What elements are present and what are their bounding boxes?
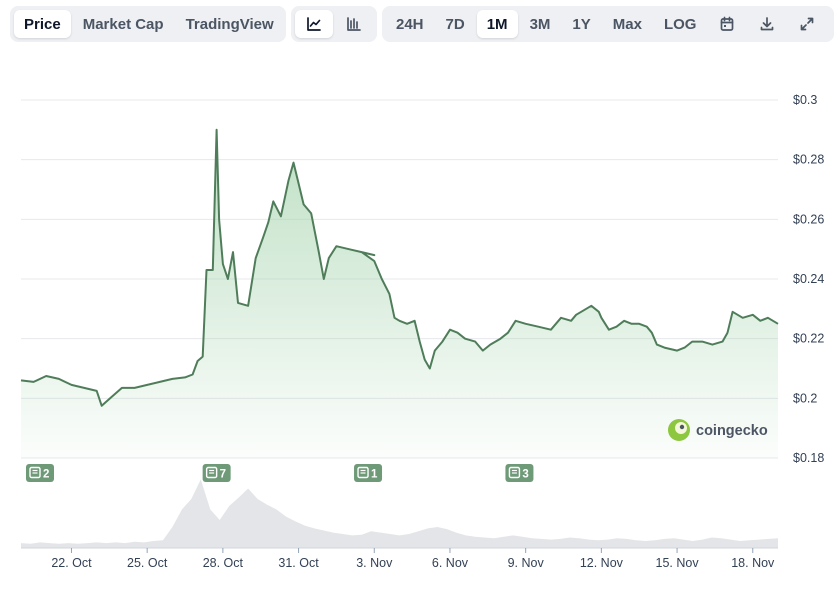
- range-1y[interactable]: 1Y: [562, 10, 600, 38]
- chart-style-toggle: [291, 6, 377, 42]
- price-series-line: [20, 128, 779, 407]
- chart-toolbar: Price Market Cap TradingView 24H 7D 1M 3…: [10, 6, 834, 42]
- tab-market-cap[interactable]: Market Cap: [73, 10, 174, 38]
- price-line: [20, 128, 779, 407]
- event-count: 3: [522, 469, 528, 481]
- x-tick-label: 9. Nov: [508, 556, 545, 570]
- time-range-selector: 24H 7D 1M 3M 1Y Max LOG: [382, 6, 834, 42]
- event-count: 1: [371, 469, 378, 481]
- y-axis: $0.3 $0.28 $0.26 $0.24 $0.22 $0.2 $0.18: [793, 93, 824, 465]
- y-tick-label: $0.2: [793, 391, 817, 405]
- x-tick-label: 15. Nov: [656, 556, 700, 570]
- range-24h[interactable]: 24H: [386, 10, 434, 38]
- calendar-button[interactable]: [708, 10, 746, 38]
- news-icon: [508, 466, 521, 479]
- y-tick-label: $0.28: [793, 153, 824, 167]
- event-marker[interactable]: 2: [26, 464, 54, 482]
- y-tick-label: $0.24: [793, 272, 824, 286]
- x-tick-label: 12. Nov: [580, 556, 624, 570]
- price-area-fill: [21, 129, 778, 459]
- y-tick-label: $0.26: [793, 212, 824, 226]
- x-tick-label: 31. Oct: [278, 556, 319, 570]
- news-icon: [29, 466, 41, 479]
- tab-tradingview[interactable]: TradingView: [176, 10, 284, 38]
- range-1m[interactable]: 1M: [476, 10, 518, 38]
- chart-type-tabs: Price Market Cap TradingView: [10, 6, 286, 42]
- watermark-text: coingecko: [696, 423, 768, 439]
- calendar-icon: [721, 16, 734, 31]
- event-marker[interactable]: 3: [505, 464, 534, 482]
- coingecko-logo: coingecko: [668, 419, 768, 441]
- download-icon: [761, 17, 774, 31]
- y-tick-label: $0.3: [793, 93, 817, 107]
- range-3m[interactable]: 3M: [520, 10, 561, 38]
- x-tick-label: 22. Oct: [51, 556, 92, 570]
- price-area: [21, 129, 778, 459]
- fullscreen-icon: [801, 17, 814, 31]
- event-count: 7: [220, 469, 226, 481]
- news-icon: [357, 466, 369, 479]
- x-tick-label: 28. Oct: [203, 556, 244, 570]
- event-marker[interactable]: 7: [202, 464, 231, 482]
- event-markers: 2 7 1 3: [26, 464, 534, 482]
- x-tick-label: 6. Nov: [432, 556, 469, 570]
- volume-area: [21, 479, 778, 548]
- event-count: 2: [43, 469, 49, 481]
- x-tick-label: 18. Nov: [731, 556, 775, 570]
- x-tick-label: 3. Nov: [356, 556, 393, 570]
- range-7d[interactable]: 7D: [436, 10, 475, 38]
- download-button[interactable]: [748, 10, 786, 38]
- line-chart-icon: [307, 17, 321, 31]
- y-tick-label: $0.22: [793, 332, 824, 346]
- tab-price[interactable]: Price: [14, 10, 71, 38]
- x-tick-label: 25. Oct: [127, 556, 168, 570]
- volume-bars: [21, 479, 778, 549]
- x-axis: 22. Oct 25. Oct 28. Oct 31. Oct 3. Nov 6. Nov…: [51, 548, 775, 570]
- news-icon: [205, 466, 218, 479]
- log-scale-toggle[interactable]: LOG: [654, 10, 707, 38]
- fullscreen-button[interactable]: [788, 10, 826, 38]
- ohlc-chart-button[interactable]: [335, 10, 373, 38]
- range-max[interactable]: Max: [603, 10, 652, 38]
- y-tick-label: $0.18: [793, 451, 824, 465]
- ohlc-chart-icon: [347, 17, 361, 31]
- line-chart-button[interactable]: [295, 10, 333, 38]
- event-marker[interactable]: 1: [354, 464, 383, 482]
